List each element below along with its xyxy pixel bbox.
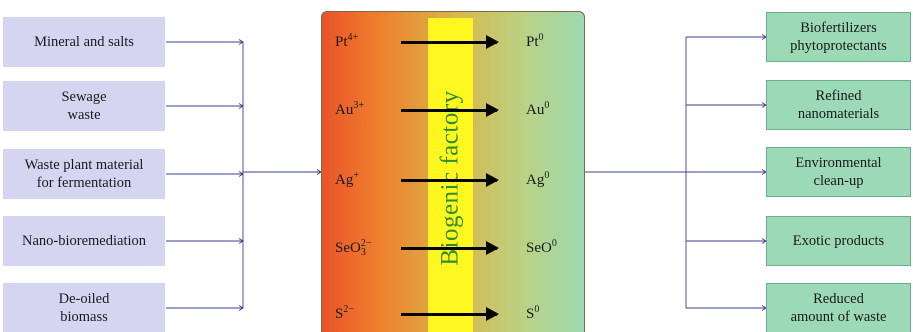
ion-subscript: 3 (360, 247, 366, 258)
ion-charge: 4+ (347, 32, 359, 43)
ion-symbol: Au (335, 102, 354, 118)
product-element: SeO0 (526, 235, 557, 261)
input-box-sewage-waste: Sewage waste (3, 81, 165, 131)
product-symbol: Pt (526, 34, 539, 50)
output-label: Biofertilizers phytoprotectants (790, 20, 887, 54)
output-box-refined-nanomaterials: Refined nanomaterials (766, 80, 911, 130)
output-label: Exotic products (792, 233, 885, 249)
product-symbol: Ag (526, 172, 545, 188)
reaction-arrow-icon (401, 307, 499, 321)
product-symbol: Au (526, 102, 545, 118)
output-box-reduced-waste: Reduced amount of waste (766, 283, 911, 332)
product-oxidation-state: 0 (538, 32, 544, 43)
reactant-ion: S2− (335, 301, 354, 327)
reaction-arrow-icon (401, 35, 499, 49)
factory-band: Biogenic factory (428, 18, 473, 332)
reaction-row: S2− S0 (322, 301, 584, 327)
output-label: Reduced amount of waste (790, 291, 887, 325)
reaction-arrow-icon (401, 173, 499, 187)
input-label: Waste plant material for fermentation (24, 157, 144, 191)
reactant-ion: Au3+ (335, 97, 364, 123)
input-box-mineral-salts: Mineral and salts (3, 17, 165, 67)
input-label: Mineral and salts (34, 34, 134, 50)
ion-charge: 2− (360, 238, 372, 249)
input-label: Nano-bioremediation (21, 233, 146, 249)
product-symbol: S (526, 306, 535, 322)
product-oxidation-state: 0 (534, 304, 540, 315)
product-element: S0 (526, 301, 539, 327)
reaction-arrow-icon (401, 241, 499, 255)
output-box-environmental-cleanup: Environmental clean-up (766, 147, 911, 197)
input-box-nano-bioremediation: Nano-bioremediation (3, 216, 165, 266)
product-oxidation-state: 0 (544, 170, 550, 181)
product-oxidation-state: 0 (544, 100, 550, 111)
output-box-biofertilizers: Biofertilizers phytoprotectants (766, 12, 911, 62)
input-box-waste-plant-material: Waste plant material for fermentation (3, 149, 165, 199)
ion-charge: 2− (343, 304, 354, 315)
output-label: Refined nanomaterials (797, 88, 880, 122)
output-box-exotic-products: Exotic products (766, 216, 911, 266)
reaction-arrow-icon (401, 103, 499, 117)
output-label: Environmental clean-up (795, 155, 882, 189)
product-oxidation-state: 0 (551, 238, 557, 249)
input-label: De-oiled biomass (58, 291, 110, 325)
ion-symbol: Ag (335, 172, 354, 188)
reactant-ion: Pt4+ (335, 29, 358, 55)
ion-symbol: Pt (335, 34, 348, 50)
input-box-deoiled-biomass: De-oiled biomass (3, 283, 165, 332)
product-element: Au0 (526, 97, 549, 123)
reaction-row: Pt4+ Pt0 (322, 29, 584, 55)
product-symbol: SeO (526, 240, 552, 256)
product-element: Ag0 (526, 167, 549, 193)
reaction-row: SeO 2− 3 SeO0 (322, 235, 584, 261)
ion-charge: 3+ (353, 100, 364, 111)
product-element: Pt0 (526, 29, 544, 55)
ion-charge-stack: 2− 3 (360, 238, 372, 258)
reactant-ion: Ag+ (335, 167, 359, 193)
input-label: Sewage waste (61, 89, 107, 123)
reaction-row: Au3+ Au0 (322, 97, 584, 123)
ion-symbol: S (335, 306, 344, 322)
ion-charge: + (353, 170, 359, 181)
reaction-row: Ag+ Ag0 (322, 167, 584, 193)
reactant-ion: SeO 2− 3 (335, 235, 371, 261)
ion-symbol: SeO (335, 240, 361, 256)
biogenic-factory-panel: Biogenic factory Pt4+ Pt0 Au3+ Au0 Ag+ A… (321, 11, 585, 332)
